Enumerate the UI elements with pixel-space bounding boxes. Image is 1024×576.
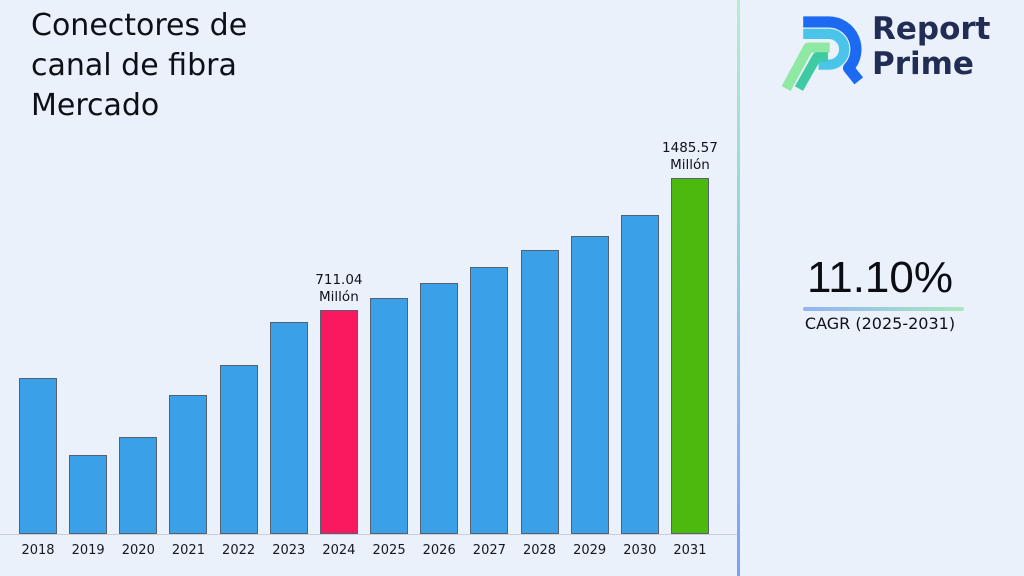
bar-2025 bbox=[370, 298, 409, 534]
bar-2023 bbox=[269, 322, 308, 534]
bar-chart: 2018 2019 2020 2021 2022 2023 2024 2025 2026 2027… bbox=[0, 140, 738, 558]
x-tick-2022: 2022 bbox=[222, 543, 256, 558]
x-tick-2018: 2018 bbox=[21, 543, 55, 558]
x-tick-2027: 2027 bbox=[472, 543, 506, 558]
panel-divider bbox=[737, 0, 740, 576]
x-tick-2025: 2025 bbox=[372, 543, 406, 558]
bar-2029 bbox=[570, 236, 609, 534]
bar-2018 bbox=[19, 378, 57, 534]
x-tick-2020: 2020 bbox=[121, 543, 155, 558]
bar-2022 bbox=[219, 365, 258, 534]
x-tick-2029: 2029 bbox=[573, 543, 607, 558]
report-prime-logo-icon bbox=[781, 16, 864, 92]
bar-2020 bbox=[119, 437, 158, 534]
page-title: Conectores de canal de fibra Mercado bbox=[31, 8, 248, 123]
cagr-label: CAGR (2025-2031) bbox=[804, 314, 956, 333]
brand-name-line2: Prime bbox=[872, 46, 974, 82]
bar-2019 bbox=[69, 455, 108, 534]
bar-2028 bbox=[520, 250, 559, 534]
x-axis-line bbox=[0, 534, 738, 535]
bar-2024 bbox=[319, 310, 358, 534]
x-tick-2024: 2024 bbox=[322, 543, 356, 558]
cagr-value: 11.10% bbox=[807, 253, 953, 302]
x-tick-2028: 2028 bbox=[522, 543, 557, 558]
x-tick-2019: 2019 bbox=[71, 543, 105, 558]
x-tick-2031: 2031 bbox=[673, 543, 707, 558]
brand-name-line1: Report bbox=[872, 11, 991, 47]
cagr-underline bbox=[803, 307, 964, 311]
bar-2026 bbox=[420, 283, 459, 534]
side-panel: Report Prime 11.10% CAGR (2025-2031) bbox=[740, 0, 1024, 576]
value-label-2024: 711.04 Millón bbox=[315, 272, 363, 305]
x-tick-2026: 2026 bbox=[422, 543, 456, 558]
x-tick-2030: 2030 bbox=[623, 543, 657, 558]
x-tick-2023: 2023 bbox=[272, 543, 306, 558]
x-tick-2021: 2021 bbox=[171, 543, 205, 558]
bar-2030 bbox=[620, 215, 659, 534]
bar-2031 bbox=[670, 178, 709, 534]
bar-2021 bbox=[169, 395, 208, 534]
bar-2027 bbox=[470, 267, 509, 534]
brand-name: Report Prime bbox=[872, 12, 991, 82]
value-label-2031: 1485.57 Millón bbox=[662, 140, 718, 173]
